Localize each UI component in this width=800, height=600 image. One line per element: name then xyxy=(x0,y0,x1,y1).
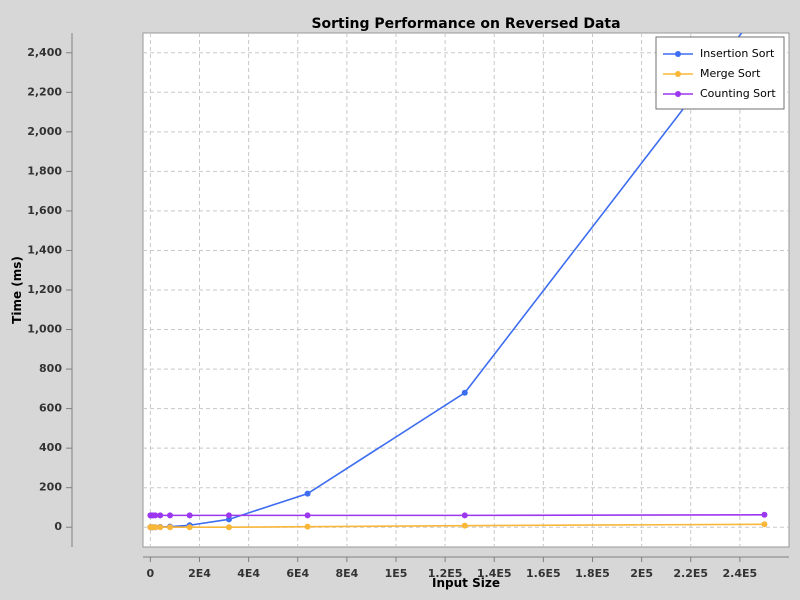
x-axis-ticks: 0 2E4 4E4 6E4 8E4 1E5 1.2E5 1.4E5 1.6E5 1.8E5 2E5 2… xyxy=(147,557,758,580)
data-point-counting-sort xyxy=(461,512,468,519)
series-counting-sort xyxy=(147,511,768,519)
data-point-insertion-sort xyxy=(461,389,468,396)
series-merge-sort xyxy=(147,521,768,531)
data-point-counting-sort xyxy=(761,511,768,518)
data-point-insertion-sort xyxy=(304,490,311,497)
y-tick-label: 2,400 xyxy=(27,46,62,59)
data-point-merge-sort xyxy=(157,524,164,531)
y-tick-label: 1,000 xyxy=(27,323,62,336)
data-point-counting-sort xyxy=(225,512,232,519)
x-tick-label: 1.8E5 xyxy=(575,567,610,580)
y-tick-label: 2,000 xyxy=(27,125,62,138)
data-point-merge-sort xyxy=(167,524,174,531)
y-axis-label: Time (ms) xyxy=(10,256,24,324)
legend-item-counting-sort: Counting Sort xyxy=(663,87,776,100)
legend-swatch-marker xyxy=(675,91,681,97)
data-point-merge-sort xyxy=(304,523,311,530)
x-tick-label: 1.4E5 xyxy=(477,567,512,580)
y-tick-label: 1,800 xyxy=(27,164,62,177)
y-tick-label: 600 xyxy=(39,402,62,415)
legend-label: Counting Sort xyxy=(700,87,776,100)
data-point-counting-sort xyxy=(167,512,174,519)
x-tick-label: 2E5 xyxy=(630,567,653,580)
y-tick-label: 400 xyxy=(39,441,62,454)
y-tick-label: 200 xyxy=(39,481,62,494)
grid-lines xyxy=(143,33,789,547)
legend-label: Merge Sort xyxy=(700,67,761,80)
x-tick-label: 8E4 xyxy=(335,567,358,580)
x-tick-label: 6E4 xyxy=(286,567,309,580)
x-tick-label: 1.2E5 xyxy=(428,567,463,580)
data-point-merge-sort xyxy=(761,521,768,528)
legend-swatch-marker xyxy=(675,51,681,57)
x-tick-label: 1E5 xyxy=(385,567,408,580)
data-point-counting-sort xyxy=(304,512,311,519)
x-tick-label: 2.2E5 xyxy=(673,567,708,580)
y-tick-label: 1,200 xyxy=(27,283,62,296)
data-point-merge-sort xyxy=(152,524,159,531)
y-tick-label: 800 xyxy=(39,362,62,375)
data-point-counting-sort xyxy=(186,512,193,519)
data-point-merge-sort xyxy=(225,524,232,531)
x-tick-label: 4E4 xyxy=(237,567,260,580)
legend-swatch-marker xyxy=(675,71,681,77)
y-tick-label: 1,400 xyxy=(27,243,62,256)
y-tick-label: 1,600 xyxy=(27,204,62,217)
series-layer xyxy=(147,33,768,531)
series-line-counting-sort xyxy=(150,513,765,517)
y-tick-label: 2,200 xyxy=(27,85,62,98)
x-axis-label: Input Size xyxy=(432,576,500,590)
x-tick-label: 1.6E5 xyxy=(526,567,561,580)
chart-title: Sorting Performance on Reversed Data xyxy=(311,16,620,32)
legend-label: Insertion Sort xyxy=(700,47,775,60)
data-point-merge-sort xyxy=(461,522,468,529)
data-point-counting-sort xyxy=(152,512,159,519)
x-tick-label: 2E4 xyxy=(188,567,211,580)
legend-item-merge-sort: Merge Sort xyxy=(663,67,761,80)
data-point-counting-sort xyxy=(157,512,164,519)
x-tick-label: 2.4E5 xyxy=(723,567,758,580)
legend-items: Insertion Sort Merge Sort Counting Sort xyxy=(663,47,776,100)
x-tick-label: 0 xyxy=(147,567,155,580)
legend: Insertion Sort Merge Sort Counting Sort xyxy=(655,36,785,110)
data-point-merge-sort xyxy=(186,524,193,531)
legend-item-insertion-sort: Insertion Sort xyxy=(663,47,775,60)
y-tick-label: 0 xyxy=(54,520,62,533)
y-axis-ticks: 0 200 400 600 800 1,000 1,200 1,400 1,600 1,800 2,… xyxy=(27,46,72,533)
